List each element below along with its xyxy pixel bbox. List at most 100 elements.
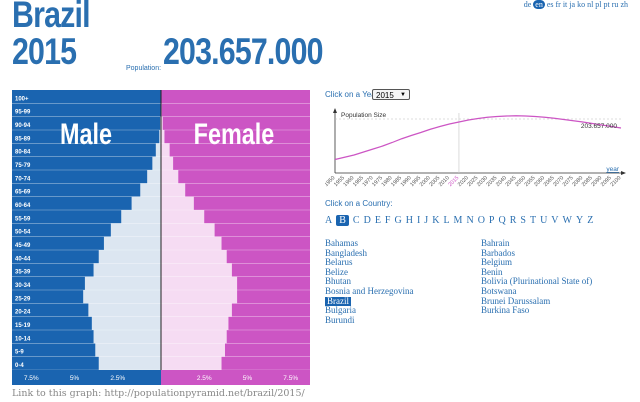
language-link-it[interactable]: it — [562, 0, 568, 9]
age-group-label: 50-54 — [15, 230, 31, 236]
year-picker-label: Click on a Year: — [325, 90, 381, 99]
year-title: 2015 — [12, 31, 77, 72]
age-group-label: 100+ — [15, 96, 29, 102]
x-tick-female: 5% — [243, 375, 253, 382]
country-item: Bhutan — [325, 277, 413, 287]
letter-w[interactable]: W — [562, 215, 572, 226]
letter-y[interactable]: Y — [575, 215, 584, 226]
female-axis-strip — [161, 370, 310, 385]
country-link[interactable]: Bangladesh — [325, 247, 367, 258]
population-pyramid: 100+ 95-99 90-94 85-89 80-84 75-79 70-74 65-69 6… — [12, 90, 310, 385]
letter-a[interactable]: A — [325, 215, 333, 226]
letter-v[interactable]: V — [551, 215, 559, 226]
language-link-ko[interactable]: ko — [577, 0, 586, 9]
age-group-label: 90-94 — [15, 123, 31, 129]
letter-c[interactable]: C — [352, 215, 360, 226]
age-group-label: 0-4 — [15, 363, 24, 369]
female-population-shape — [161, 90, 238, 370]
letter-s[interactable]: S — [520, 215, 526, 226]
language-link-ru[interactable]: ru — [611, 0, 619, 9]
language-link-ja[interactable]: ja — [569, 0, 576, 9]
chevron-down-icon: ▼ — [400, 92, 406, 98]
male-population-shape — [83, 90, 161, 370]
y-axis-arrow-icon — [333, 108, 337, 113]
letter-g[interactable]: G — [394, 215, 402, 226]
age-group-label: 35-39 — [15, 270, 31, 276]
country-link[interactable]: Brazil — [325, 295, 351, 307]
letter-z[interactable]: Z — [587, 215, 594, 226]
age-group-label: 10-14 — [15, 336, 31, 342]
country-item: Botswana — [481, 285, 592, 297]
country-title: Brazil — [12, 0, 91, 35]
x-tick-female: 2.5% — [197, 375, 212, 382]
language-link-zh[interactable]: zh — [620, 0, 628, 9]
country-link[interactable]: Barbados — [481, 247, 515, 258]
letter-o[interactable]: O — [477, 215, 485, 226]
country-picker-label: Click on a Country: — [325, 199, 393, 208]
country-link[interactable]: Belgium — [481, 257, 512, 268]
letter-r[interactable]: R — [509, 215, 517, 226]
male-axis-strip — [12, 370, 161, 385]
country-link[interactable]: Benin — [481, 266, 503, 277]
country-item: Bahrain — [481, 238, 592, 249]
x-tick-label[interactable]: 2100 — [610, 175, 623, 188]
line-chart-svg: Population Size203.657.000year1950195519… — [324, 108, 626, 188]
letter-l[interactable]: L — [443, 215, 450, 226]
language-link-nl[interactable]: nl — [587, 0, 594, 9]
letter-t[interactable]: T — [529, 215, 537, 226]
language-link-es[interactable]: es — [546, 0, 554, 9]
country-link[interactable]: Botswana — [481, 285, 517, 296]
country-link[interactable]: Belize — [325, 266, 348, 277]
country-item: Bahamas — [325, 238, 413, 249]
country-link[interactable]: Bahamas — [325, 238, 358, 248]
graph-link[interactable]: Link to this graph: http://populationpyr… — [12, 388, 305, 399]
x-axis-arrow-icon — [621, 171, 626, 175]
letter-q[interactable]: Q — [498, 215, 506, 226]
chart-title: Population Size — [341, 112, 387, 119]
language-link-de[interactable]: de — [523, 0, 532, 9]
country-link[interactable]: Bhutan — [325, 276, 351, 287]
letter-f[interactable]: F — [384, 215, 391, 226]
age-group-label: 25-29 — [15, 296, 31, 302]
letter-b[interactable]: B — [336, 215, 349, 226]
country-link[interactable]: Burkina Faso — [481, 305, 530, 316]
current-value-label: 203.657.000 — [581, 123, 618, 130]
country-item: Benin — [481, 266, 592, 278]
letter-p[interactable]: P — [488, 215, 495, 226]
country-link[interactable]: Bahrain — [481, 238, 510, 248]
language-link-pl[interactable]: pl — [595, 0, 602, 9]
letter-d[interactable]: D — [363, 215, 371, 226]
letter-n[interactable]: N — [466, 215, 474, 226]
country-item: Brazil — [325, 295, 413, 307]
country-link[interactable]: Bosnia and Herzegovina — [325, 285, 414, 296]
language-link-pt[interactable]: pt — [603, 0, 610, 9]
pyramid-svg: 100+ 95-99 90-94 85-89 80-84 75-79 70-74 65-69 6… — [12, 90, 310, 385]
letter-u[interactable]: U — [540, 215, 548, 226]
letter-h[interactable]: H — [405, 215, 413, 226]
country-link[interactable]: Burundi — [325, 314, 355, 325]
age-group-label: 30-34 — [15, 283, 31, 289]
letter-m[interactable]: M — [453, 215, 463, 226]
population-size-chart[interactable]: Population Size 203.657.000 year 1950 1955 19… — [324, 105, 630, 195]
population-value: 203.657.000 — [163, 31, 324, 72]
letter-k[interactable]: K — [432, 215, 440, 226]
country-item: Barbados — [481, 247, 592, 259]
language-link-fr[interactable]: fr — [555, 0, 561, 9]
x-tick-female: 7.5% — [283, 375, 298, 382]
country-link[interactable]: Bulgaria — [325, 305, 356, 316]
age-group-label: 55-59 — [15, 216, 31, 222]
age-group-label: 80-84 — [15, 150, 31, 156]
country-item: Bulgaria — [325, 305, 413, 316]
letter-e[interactable]: E — [374, 215, 381, 226]
language-link-en[interactable]: en — [533, 0, 545, 9]
year-select[interactable]: 2015 ▼ — [372, 89, 410, 100]
country-item: Bosnia and Herzegovina — [325, 285, 414, 297]
country-list-col2: Bahrain Barbados Belgium Benin Bolivia (Plur… — [481, 238, 593, 316]
letter-i[interactable]: I — [416, 215, 421, 226]
letter-j[interactable]: J — [424, 215, 429, 226]
country-link[interactable]: Brunei Darussalam — [481, 295, 551, 306]
country-link[interactable]: Belarus — [325, 257, 353, 268]
age-group-label: 85-89 — [15, 136, 31, 142]
country-link[interactable]: Bolivia (Plurinational State of) — [481, 276, 593, 287]
